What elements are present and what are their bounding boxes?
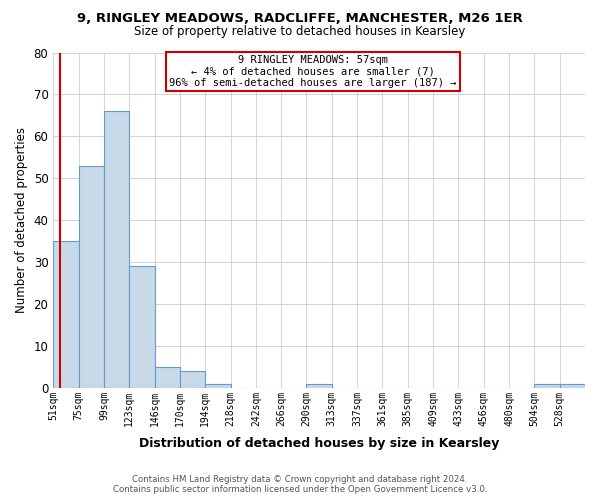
X-axis label: Distribution of detached houses by size in Kearsley: Distribution of detached houses by size … — [139, 437, 499, 450]
Bar — [560, 384, 585, 388]
Text: Contains HM Land Registry data © Crown copyright and database right 2024.
Contai: Contains HM Land Registry data © Crown c… — [113, 474, 487, 494]
Bar — [307, 384, 332, 388]
Y-axis label: Number of detached properties: Number of detached properties — [15, 127, 28, 313]
Text: 9, RINGLEY MEADOWS, RADCLIFFE, MANCHESTER, M26 1ER: 9, RINGLEY MEADOWS, RADCLIFFE, MANCHESTE… — [77, 12, 523, 26]
Bar — [180, 371, 205, 388]
Bar — [205, 384, 230, 388]
Text: 9 RINGLEY MEADOWS: 57sqm
← 4% of detached houses are smaller (7)
96% of semi-det: 9 RINGLEY MEADOWS: 57sqm ← 4% of detache… — [169, 55, 457, 88]
Bar — [129, 266, 155, 388]
Bar — [79, 166, 104, 388]
Bar — [155, 367, 180, 388]
Bar — [535, 384, 560, 388]
Text: Size of property relative to detached houses in Kearsley: Size of property relative to detached ho… — [134, 25, 466, 38]
Bar — [53, 241, 79, 388]
Bar — [104, 111, 129, 388]
